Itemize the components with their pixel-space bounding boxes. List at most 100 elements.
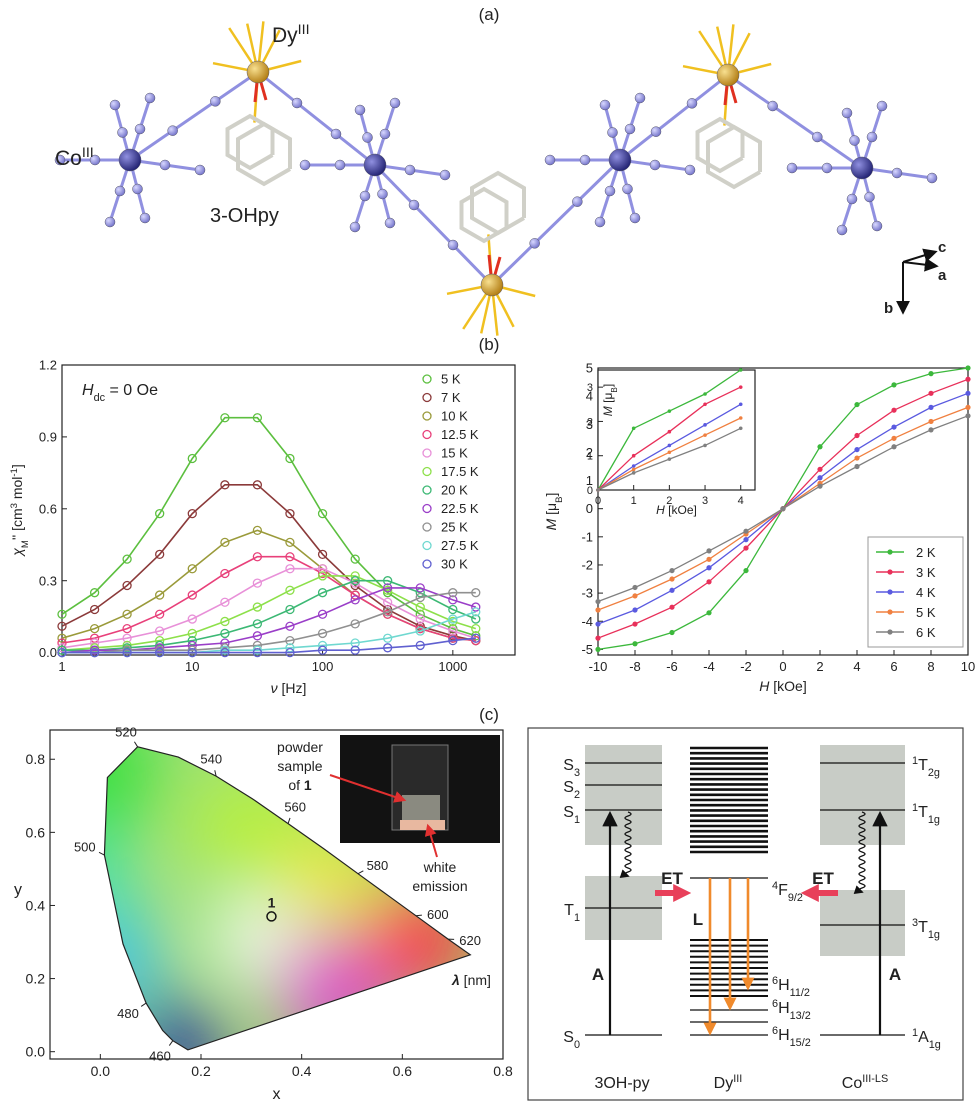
atom: [812, 131, 823, 143]
x-tick-label: 0: [779, 659, 786, 674]
label-part: A: [918, 1029, 929, 1046]
data-point: [596, 488, 600, 492]
data-point: [471, 633, 481, 643]
label-part: F: [778, 882, 788, 899]
data-point: [817, 475, 823, 481]
bond: [727, 73, 863, 170]
data-point: [122, 609, 132, 619]
label-part: 1: [574, 814, 580, 826]
atom: [362, 132, 373, 143]
label-part: H: [778, 1027, 790, 1044]
label-part: 3: [9, 503, 20, 508]
fit-curve: [62, 591, 476, 654]
level-label: 4F9/2: [772, 880, 803, 904]
data-point: [415, 640, 425, 651]
atom: [349, 221, 361, 233]
label-part: T: [564, 902, 574, 919]
data-point: [220, 645, 230, 655]
atom: [330, 128, 342, 140]
legend-marker: [422, 503, 432, 514]
atom: [299, 159, 311, 171]
atom: [786, 162, 798, 174]
legend-marker: [887, 549, 893, 555]
data-point: [383, 597, 393, 607]
data-point: [706, 579, 712, 585]
x-tick-label: 1: [631, 495, 637, 507]
label-part: ]: [601, 384, 615, 387]
label-part: powder: [277, 739, 323, 755]
atom: [104, 216, 116, 228]
data-point: [317, 571, 328, 581]
data-point: [448, 588, 458, 598]
label-part: H: [656, 503, 665, 517]
x-tick-label: 3: [702, 495, 708, 507]
axis-label: b: [884, 300, 893, 317]
locus-tick: [357, 870, 364, 875]
data-point: [89, 604, 100, 615]
data-point: [669, 567, 675, 574]
data-point: [965, 365, 971, 371]
bond: [129, 70, 259, 162]
column-label: 3OH-py: [594, 1075, 649, 1092]
data-point: [252, 578, 263, 588]
sample-point: [266, 911, 277, 922]
label-part: 3: [574, 767, 580, 779]
data-point: [415, 626, 425, 636]
label-part: T: [918, 804, 928, 821]
data-point: [595, 646, 601, 652]
label-part: H: [778, 1000, 790, 1017]
data-point: [220, 537, 230, 548]
label-part: T: [918, 757, 928, 774]
data-point: [595, 598, 601, 605]
data-point: [928, 427, 934, 433]
data-point: [220, 616, 230, 627]
data-point: [891, 424, 897, 430]
axis-arrow: [902, 257, 939, 272]
axis-label: c: [938, 239, 946, 256]
x-tick-label: 100: [312, 659, 334, 674]
data-point: [350, 578, 360, 588]
data-point: [703, 402, 707, 407]
locus-tick: [98, 851, 105, 856]
atom: [716, 63, 740, 87]
photo-annotation: of 1: [288, 777, 312, 793]
data-point: [743, 545, 749, 551]
atom: [384, 217, 396, 229]
label-part: [μ: [601, 393, 615, 407]
x-tick-label: 6: [890, 659, 897, 674]
y-tick-label: 1: [586, 473, 593, 488]
label-part: white: [423, 859, 457, 875]
data-point: [350, 645, 360, 655]
label-part: III-LS: [862, 1073, 888, 1085]
label-part: [kOe]: [769, 678, 806, 694]
legend-marker: [422, 485, 432, 495]
label-part: [nm]: [460, 972, 491, 988]
legend-marker: [887, 589, 893, 595]
label-part: Dy: [272, 24, 298, 47]
atom: [132, 183, 143, 195]
atom: [864, 191, 875, 203]
data-point: [738, 385, 743, 389]
data-point: [854, 432, 860, 439]
legend-marker: [422, 522, 432, 532]
legend-label: 15 K: [441, 446, 468, 461]
data-point: [891, 382, 897, 388]
data-point: [220, 597, 230, 607]
column-label: DyIII: [714, 1073, 743, 1092]
data-point: [317, 645, 328, 655]
x-tick-label: -10: [589, 659, 608, 674]
wavelength-label: 540: [200, 752, 222, 767]
data-point: [965, 390, 971, 396]
y-tick-label: 0.9: [39, 429, 57, 444]
label-part: 2g: [928, 767, 940, 779]
data-point: [738, 402, 743, 407]
data-point: [669, 604, 675, 610]
data-point: [471, 635, 481, 646]
data-point: [187, 645, 197, 655]
data-point: [928, 390, 934, 396]
atom: [89, 154, 101, 166]
axis-arrow: [902, 248, 938, 263]
y-tick-label: -5: [581, 642, 593, 657]
label-part: H: [82, 382, 94, 399]
label-part: ]: [9, 464, 25, 468]
